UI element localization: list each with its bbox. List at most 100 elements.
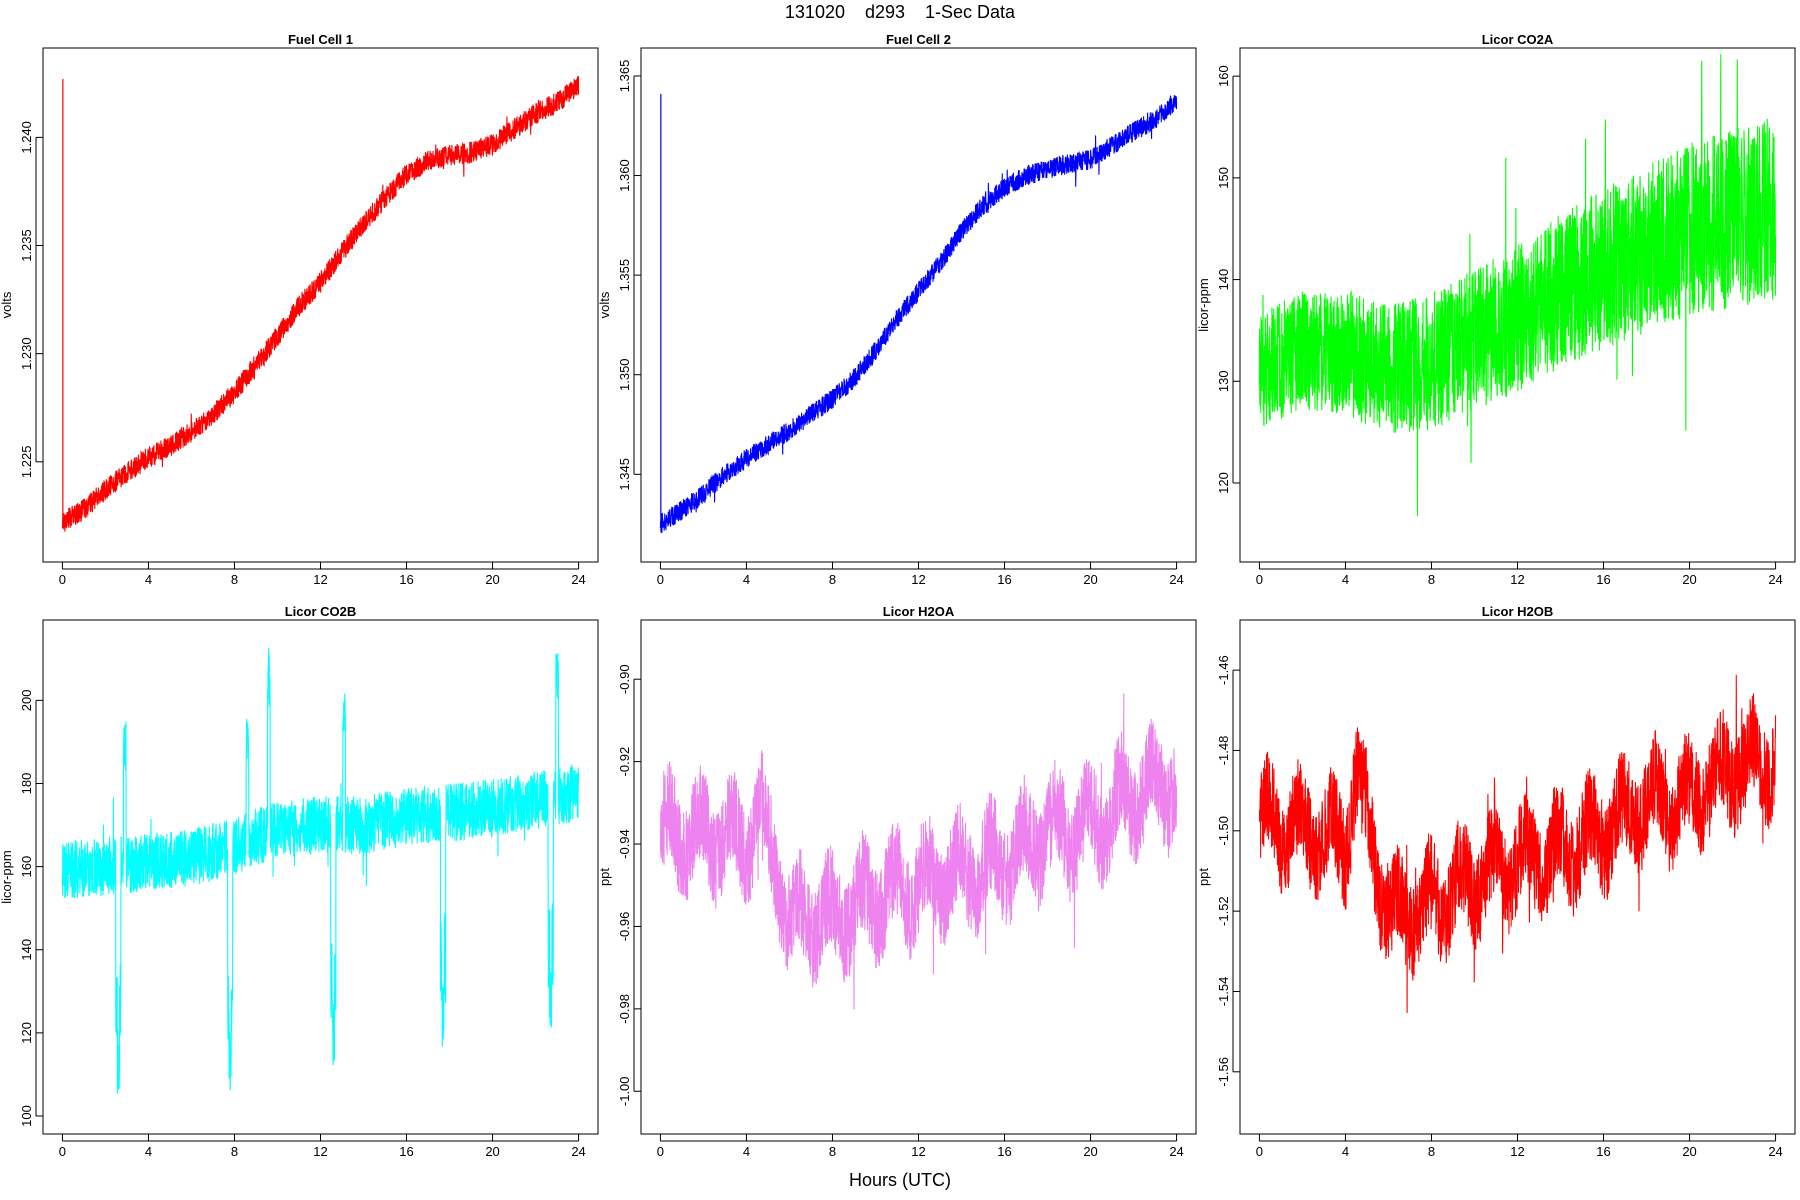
y-tick-label: 130 [1216, 370, 1231, 392]
x-tick-label: 20 [1083, 572, 1097, 587]
y-tick-label: 120 [1216, 472, 1231, 494]
panel-4: Licor CO2B 0 4 8 12 16 20 24 100 120 140 160 180 200 l… [0, 604, 599, 1159]
x-tick-label: 4 [743, 572, 750, 587]
y-tick-label: 160 [1216, 65, 1231, 87]
y-tick-label: 150 [1216, 167, 1231, 189]
x-tick-label: 20 [485, 1144, 499, 1159]
y-tick-label: -0.98 [617, 994, 632, 1024]
y-tick-label: 1.240 [19, 121, 34, 154]
y-tick-label: -1.46 [1216, 655, 1231, 685]
x-tick-label: 0 [1256, 1144, 1263, 1159]
series-line [659, 95, 1178, 534]
panel-title: Licor H2OA [883, 604, 955, 619]
panel-title: Licor CO2B [285, 604, 357, 619]
x-tick-label: 20 [1682, 1144, 1696, 1159]
y-tick-label: 1.235 [19, 229, 34, 262]
x-axis-title: Hours (UTC) [849, 1170, 951, 1190]
x-tick-label: 0 [657, 572, 664, 587]
x-tick-label: 8 [1428, 1144, 1435, 1159]
x-tick-label: 4 [145, 572, 152, 587]
x-tick-label: 12 [911, 572, 925, 587]
series-line [1258, 54, 1777, 516]
y-tick-label: -1.56 [1216, 1057, 1231, 1087]
panel-2: Fuel Cell 2 0 4 8 12 16 20 24 1.345 1.350 1.355 1.3… [597, 32, 1197, 587]
y-tick-label: 160 [19, 856, 34, 878]
x-tick-label: 16 [997, 572, 1011, 587]
y-tick-label: -1.00 [617, 1076, 632, 1106]
y-tick-label: -1.54 [1216, 977, 1231, 1007]
x-tick-label: 4 [1342, 1144, 1349, 1159]
y-axis-title: ppt [1196, 868, 1211, 886]
y-tick-label: 1.345 [617, 458, 632, 491]
panel-6: Licor H2OB 0 4 8 12 16 20 24 -1.56 -1.54 -1.52 -1.5… [1196, 604, 1796, 1159]
x-tick-label: 24 [1768, 1144, 1782, 1159]
x-tick-label: 0 [1256, 572, 1263, 587]
y-tick-label: 1.365 [617, 60, 632, 93]
x-tick-label: 8 [231, 1144, 238, 1159]
series-line [1258, 674, 1777, 1013]
panel-title: Fuel Cell 1 [288, 32, 353, 47]
x-tick-label: 24 [571, 572, 585, 587]
panel-title: Fuel Cell 2 [886, 32, 951, 47]
series-line [61, 75, 580, 532]
x-tick-label: 20 [1083, 1144, 1097, 1159]
x-tick-label: 4 [1342, 572, 1349, 587]
series-line [659, 693, 1178, 1010]
x-tick-label: 16 [997, 1144, 1011, 1159]
x-tick-label: 12 [313, 1144, 327, 1159]
x-tick-label: 20 [485, 572, 499, 587]
x-tick-label: 8 [231, 572, 238, 587]
x-tick-label: 0 [59, 1144, 66, 1159]
y-tick-label: -0.90 [617, 664, 632, 694]
y-tick-label: -1.48 [1216, 736, 1231, 766]
panel-3: Licor CO2A 0 4 8 12 16 20 24 120 130 140 150 160 lico… [1196, 32, 1796, 587]
x-tick-label: 16 [399, 1144, 413, 1159]
figure-title: 131020 d293 1-Sec Data [784, 2, 1016, 22]
y-tick-label: -0.96 [617, 912, 632, 942]
y-tick-label: 1.230 [19, 337, 34, 370]
x-tick-label: 12 [1510, 572, 1524, 587]
y-axis-title: volts [0, 291, 14, 318]
x-tick-label: 4 [145, 1144, 152, 1159]
panel-1: Fuel Cell 1 0 4 8 12 16 20 24 1.225 1.230 1.235 1.2… [0, 32, 599, 587]
y-axis-title: volts [597, 291, 612, 318]
x-tick-label: 12 [911, 1144, 925, 1159]
x-tick-label: 4 [743, 1144, 750, 1159]
x-tick-label: 24 [1169, 572, 1183, 587]
y-tick-label: 1.225 [19, 446, 34, 479]
y-tick-label: 100 [19, 1105, 34, 1127]
y-tick-label: -0.94 [617, 829, 632, 859]
x-tick-label: 16 [1596, 1144, 1610, 1159]
x-tick-label: 16 [399, 572, 413, 587]
x-tick-label: 20 [1682, 572, 1696, 587]
y-axis-title: ppt [597, 868, 612, 886]
panel-title: Licor H2OB [1482, 604, 1554, 619]
plot-frame [640, 47, 1197, 563]
panel-5: Licor H2OA 0 4 8 12 16 20 24 -1.00 -0.98 -0.96 -0.9… [597, 604, 1197, 1159]
y-tick-label: 1.350 [617, 358, 632, 391]
x-tick-label: 12 [1510, 1144, 1524, 1159]
x-tick-label: 8 [1428, 572, 1435, 587]
y-tick-label: 1.360 [617, 159, 632, 192]
y-tick-label: 140 [19, 939, 34, 961]
y-axis-title: licor-ppm [1196, 278, 1211, 331]
x-tick-label: 0 [59, 572, 66, 587]
x-tick-label: 8 [829, 1144, 836, 1159]
x-tick-label: 24 [571, 1144, 585, 1159]
y-tick-label: -1.50 [1216, 816, 1231, 846]
y-axis-title: licor-ppm [0, 850, 14, 903]
x-tick-label: 0 [657, 1144, 664, 1159]
x-tick-label: 12 [313, 572, 327, 587]
x-tick-label: 8 [829, 572, 836, 587]
x-tick-label: 24 [1768, 572, 1782, 587]
y-tick-label: 180 [19, 773, 34, 795]
y-tick-label: 120 [19, 1022, 34, 1044]
series-line [61, 648, 580, 1094]
x-tick-label: 24 [1169, 1144, 1183, 1159]
panel-title: Licor CO2A [1482, 32, 1554, 47]
y-tick-label: 1.355 [617, 259, 632, 292]
y-tick-label: 200 [19, 689, 34, 711]
y-tick-label: 140 [1216, 269, 1231, 291]
y-tick-label: -1.52 [1216, 896, 1231, 926]
